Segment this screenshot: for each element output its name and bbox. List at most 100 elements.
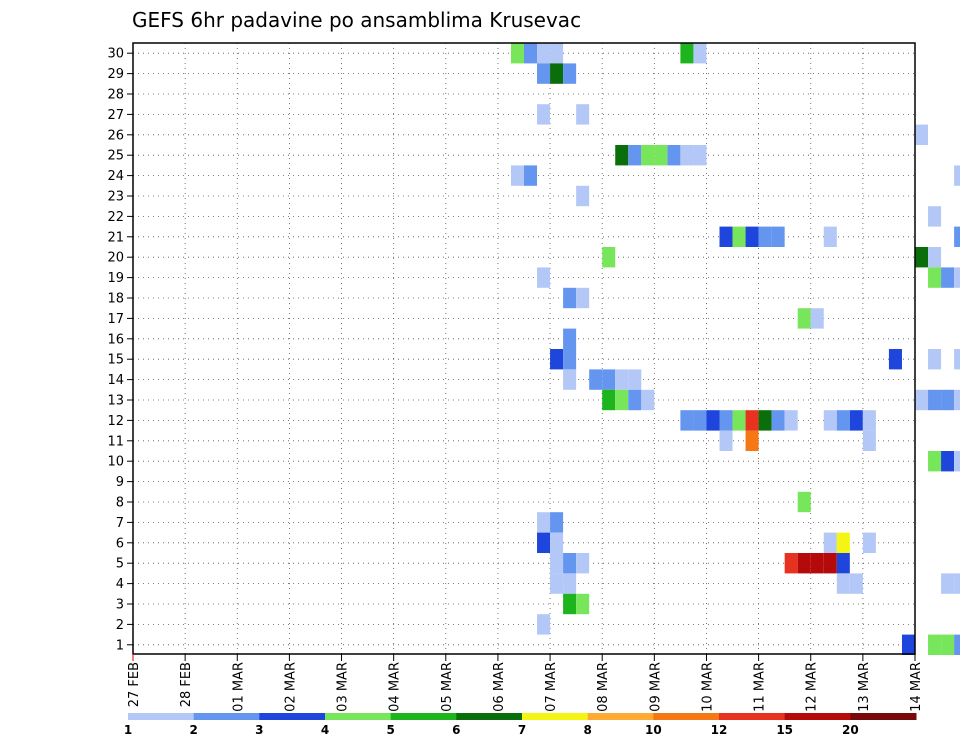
x-tick-label: 02 MAR <box>283 662 298 712</box>
colorbar-label: 6 <box>452 723 460 737</box>
y-tick-label: 6 <box>116 536 124 551</box>
colorbar: 1 2 3 4 5 6 7 8 10 12 15 20 <box>124 713 917 737</box>
precip-cell <box>680 410 694 431</box>
colorbar-swatch <box>850 713 917 720</box>
y-tick-label: 2 <box>116 618 124 633</box>
x-tick-label: 09 MAR <box>648 662 663 712</box>
precip-cell <box>510 43 524 64</box>
y-axis-ticks: 1234567891011121314151617181920212223242… <box>107 47 133 653</box>
x-tick-label: 10 MAR <box>700 662 715 712</box>
y-tick-label: 15 <box>107 353 124 368</box>
y-tick-label: 26 <box>107 128 124 143</box>
precip-cell <box>771 410 785 431</box>
precip-cell <box>928 349 942 370</box>
y-tick-label: 25 <box>107 149 124 164</box>
precip-cell <box>810 553 824 574</box>
precip-cell <box>563 553 577 574</box>
colorbar-swatch <box>784 713 851 720</box>
precip-cell <box>901 634 915 655</box>
precip-cell <box>928 389 942 411</box>
precip-cell <box>680 145 694 166</box>
precip-cell <box>550 512 564 533</box>
precip-cell <box>954 389 960 411</box>
precip-cell <box>654 145 668 166</box>
y-tick-label: 20 <box>107 251 124 266</box>
precip-cell <box>849 573 863 594</box>
precip-cell <box>928 206 942 227</box>
precip-cell <box>928 634 942 655</box>
precip-cell <box>680 43 694 64</box>
precip-cell <box>563 369 577 390</box>
precip-cell <box>797 491 811 513</box>
precip-cell <box>784 410 798 431</box>
y-tick-label: 28 <box>107 88 124 103</box>
precip-cell <box>823 532 837 553</box>
colorbar-swatch <box>653 713 720 720</box>
precip-cell <box>628 369 642 390</box>
y-tick-label: 19 <box>107 271 124 286</box>
colorbar-swatch <box>193 713 260 720</box>
y-tick-label: 24 <box>107 169 124 184</box>
y-tick-label: 16 <box>107 332 124 347</box>
precip-cell <box>745 226 759 247</box>
y-tick-label: 13 <box>107 394 124 409</box>
precip-cell <box>954 349 960 370</box>
precip-cell <box>641 145 655 166</box>
precip-cell <box>602 389 616 411</box>
precip-cell <box>797 308 811 329</box>
precip-cell <box>784 553 798 574</box>
precip-cell <box>836 553 850 574</box>
precip-cell <box>537 267 551 288</box>
precip-cell <box>693 410 707 431</box>
precip-cell <box>602 369 616 390</box>
precip-cell <box>550 43 564 64</box>
y-tick-label: 29 <box>107 67 124 82</box>
precip-cell <box>563 63 577 84</box>
precip-cell <box>628 145 642 166</box>
y-tick-label: 1 <box>116 638 124 653</box>
precip-cell <box>537 614 551 635</box>
precip-cell <box>954 573 960 594</box>
precip-cell <box>563 349 577 370</box>
colorbar-swatch <box>719 713 786 720</box>
precip-cell <box>732 226 746 247</box>
x-tick-label: 08 MAR <box>596 662 611 712</box>
chart-title: GEFS 6hr padavine po ansamblima Krusevac <box>132 8 581 32</box>
precip-cell <box>628 389 642 411</box>
precip-cell <box>954 451 960 472</box>
y-tick-label: 30 <box>107 47 124 62</box>
precip-cell <box>510 165 524 186</box>
precip-cell <box>615 369 629 390</box>
y-tick-label: 22 <box>107 210 124 225</box>
precip-cell <box>941 451 955 472</box>
precip-cell <box>524 165 538 186</box>
y-tick-label: 5 <box>116 557 124 572</box>
precip-cell <box>550 553 564 574</box>
precip-cell <box>954 226 960 247</box>
precip-cell <box>550 349 564 370</box>
precip-cell <box>576 287 590 309</box>
y-tick-label: 21 <box>107 230 124 245</box>
x-tick-label: 07 MAR <box>544 662 559 712</box>
y-tick-label: 14 <box>107 373 124 388</box>
precip-cell <box>758 226 772 247</box>
precip-cell <box>745 430 759 451</box>
colorbar-label: 3 <box>255 723 263 737</box>
x-tick-label: 13 MAR <box>857 662 872 712</box>
precip-cell <box>732 410 746 431</box>
colorbar-label: 12 <box>711 723 728 737</box>
precip-cell <box>537 63 551 84</box>
x-tick-label: 11 MAR <box>753 662 768 712</box>
precip-cell <box>915 389 929 411</box>
precip-cell <box>576 104 590 125</box>
precip-cell <box>589 369 603 390</box>
precip-cell <box>615 389 629 411</box>
y-tick-label: 3 <box>116 598 124 613</box>
precip-cell <box>941 267 955 288</box>
x-tick-label: 01 MAR <box>231 662 246 712</box>
y-tick-label: 10 <box>107 455 124 470</box>
x-tick-label: 03 MAR <box>336 662 351 712</box>
grid-lines <box>133 43 915 654</box>
colorbar-label: 8 <box>583 723 591 737</box>
precip-cell <box>537 104 551 125</box>
